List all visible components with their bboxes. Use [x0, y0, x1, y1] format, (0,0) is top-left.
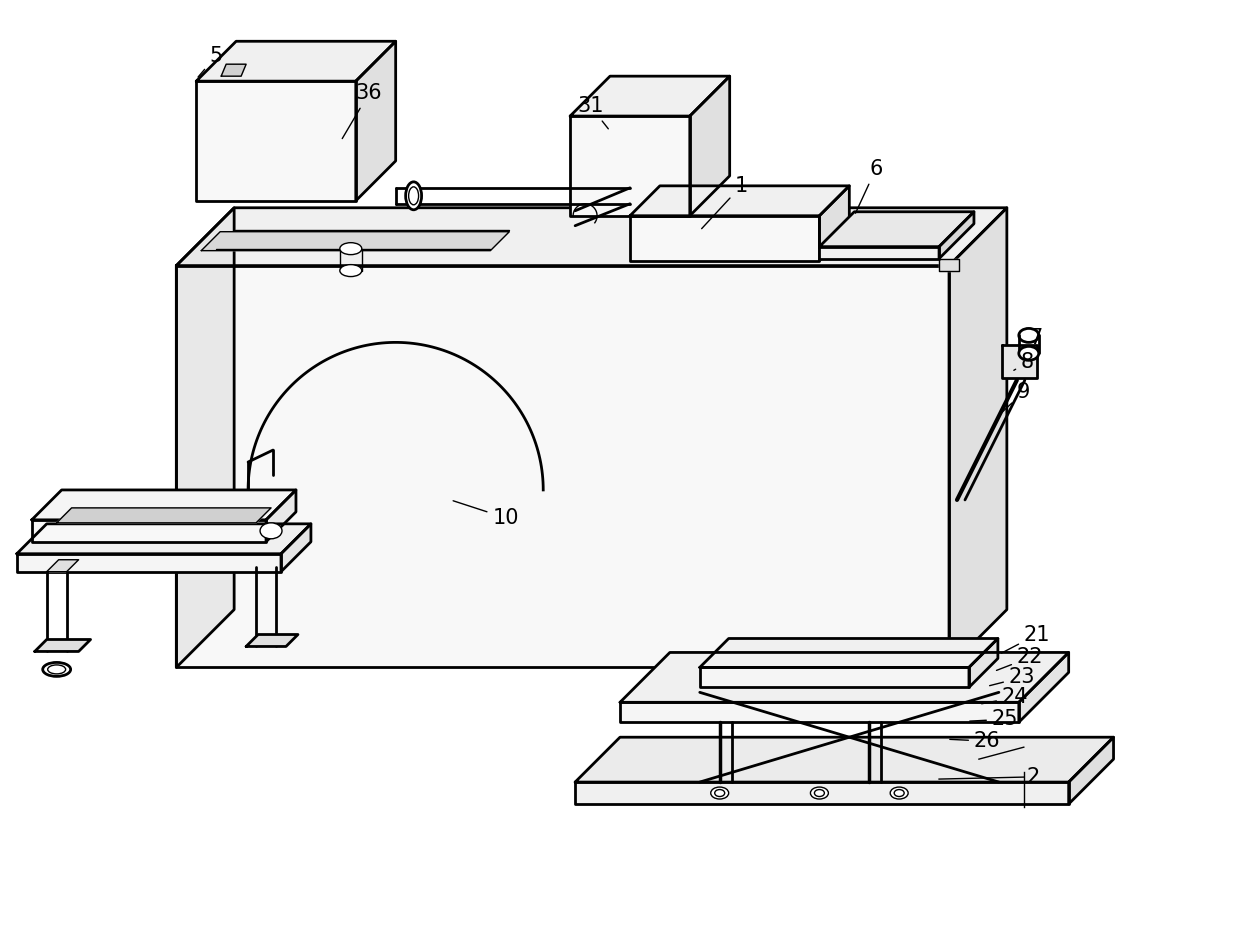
Polygon shape [1019, 653, 1069, 722]
Ellipse shape [815, 790, 825, 796]
Text: 31: 31 [577, 96, 609, 129]
Polygon shape [820, 247, 939, 258]
Polygon shape [17, 554, 281, 572]
Polygon shape [968, 639, 998, 687]
Text: 10: 10 [453, 500, 518, 528]
Ellipse shape [260, 523, 281, 539]
Ellipse shape [340, 242, 362, 254]
Text: 5: 5 [198, 46, 222, 77]
Text: 7: 7 [1023, 329, 1042, 348]
Text: 8: 8 [1014, 352, 1034, 373]
Polygon shape [820, 212, 973, 247]
Text: 2: 2 [1027, 767, 1040, 787]
Text: 25: 25 [970, 709, 1018, 730]
Ellipse shape [340, 265, 362, 277]
Polygon shape [620, 653, 1069, 702]
Polygon shape [32, 490, 296, 520]
Polygon shape [32, 520, 267, 542]
Ellipse shape [1019, 329, 1039, 343]
Ellipse shape [890, 787, 908, 799]
Polygon shape [57, 508, 272, 523]
Polygon shape [267, 490, 296, 542]
Text: 23: 23 [990, 668, 1035, 687]
Text: 9: 9 [1001, 382, 1030, 413]
Text: 26: 26 [950, 731, 1001, 751]
Ellipse shape [894, 790, 904, 796]
Polygon shape [176, 208, 234, 668]
Polygon shape [176, 266, 949, 668]
Polygon shape [620, 702, 1019, 722]
Polygon shape [630, 216, 820, 261]
Polygon shape [689, 76, 729, 216]
Polygon shape [575, 782, 1069, 804]
Polygon shape [939, 258, 959, 270]
Ellipse shape [711, 787, 729, 799]
Text: 24: 24 [982, 687, 1028, 707]
Polygon shape [246, 635, 298, 646]
Ellipse shape [42, 662, 71, 676]
Polygon shape [281, 524, 311, 572]
Polygon shape [201, 232, 510, 251]
Ellipse shape [811, 787, 828, 799]
Text: 36: 36 [342, 84, 382, 139]
Ellipse shape [1019, 346, 1039, 361]
Text: 22: 22 [997, 648, 1043, 670]
Polygon shape [630, 186, 849, 216]
Ellipse shape [714, 790, 724, 796]
Ellipse shape [405, 182, 422, 209]
Text: 6: 6 [856, 159, 883, 213]
Polygon shape [196, 41, 396, 81]
Polygon shape [949, 208, 1007, 668]
Polygon shape [356, 41, 396, 201]
Ellipse shape [409, 187, 419, 205]
Polygon shape [17, 524, 311, 554]
Polygon shape [1069, 737, 1114, 804]
Polygon shape [570, 76, 729, 116]
Ellipse shape [47, 665, 66, 674]
Polygon shape [221, 64, 246, 76]
Polygon shape [176, 208, 1007, 266]
Polygon shape [47, 560, 78, 572]
Polygon shape [1002, 346, 1037, 378]
Polygon shape [196, 81, 356, 201]
Polygon shape [939, 212, 973, 258]
Text: 1: 1 [702, 176, 748, 229]
Polygon shape [575, 737, 1114, 782]
Polygon shape [699, 639, 998, 668]
Polygon shape [35, 639, 91, 652]
Polygon shape [699, 668, 968, 687]
Polygon shape [820, 186, 849, 261]
Text: 21: 21 [1002, 624, 1050, 654]
Polygon shape [570, 116, 689, 216]
